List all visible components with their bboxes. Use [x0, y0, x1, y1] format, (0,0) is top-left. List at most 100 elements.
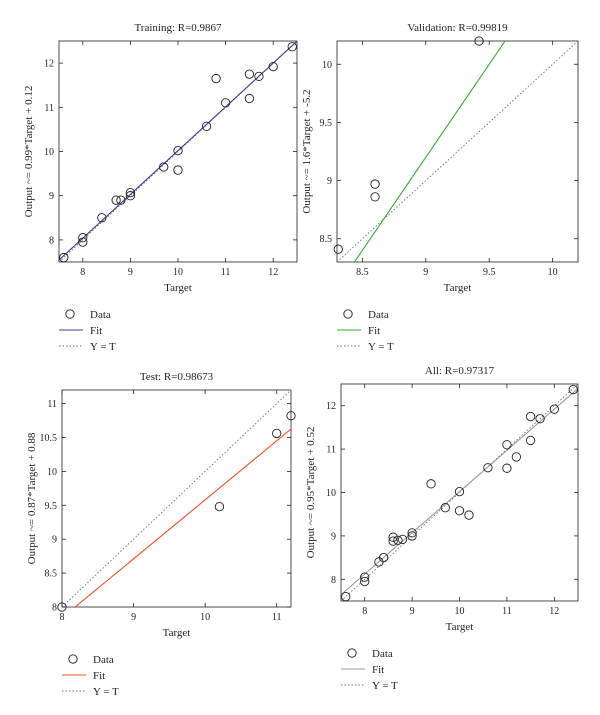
x-tick-label: 8	[60, 612, 65, 623]
chart-title: All: R=0.97317	[425, 365, 495, 377]
chart-title: Validation: R=0.99819	[407, 22, 508, 34]
data-point	[388, 536, 398, 546]
x-tick-label: 12	[268, 267, 278, 278]
plot-area	[61, 389, 292, 608]
x-tick-label: 11	[221, 267, 231, 278]
data-point	[535, 414, 545, 424]
data-point	[549, 404, 559, 414]
y-tick-label: 11	[44, 103, 54, 114]
y-tick-label: 9	[331, 531, 336, 542]
data-point	[341, 592, 351, 602]
x-tick-label: 8	[362, 606, 367, 617]
y-tick-label: 9	[327, 176, 332, 187]
chart-panel-4: All: R=0.97317 8 9 10 11 12 8 9 10 11 12 Target Outp…	[305, 365, 579, 692]
data-point	[511, 452, 522, 462]
x-tick-label: 9	[128, 267, 133, 278]
data-point	[286, 411, 296, 421]
y-tick-label: 8	[52, 603, 57, 614]
data-point	[244, 69, 255, 79]
data-point	[111, 195, 121, 205]
x-tick-label: 10	[455, 606, 465, 617]
data-point	[407, 528, 417, 538]
x-tick-label: 10	[548, 267, 558, 278]
data-point	[173, 165, 183, 175]
data-point	[78, 237, 88, 247]
data-point	[268, 61, 278, 72]
legend-data-marker	[347, 648, 357, 658]
legend: Data Fit Y = T	[337, 309, 394, 353]
y-tick-label: 9.5	[320, 118, 333, 129]
x-tick-label: 10	[173, 267, 183, 278]
x-axis-label: Target	[446, 621, 474, 633]
x-tick-label: 8	[80, 267, 85, 278]
y-tick-label: 10	[322, 60, 332, 71]
x-tick-label: 9	[131, 612, 136, 623]
data-point	[525, 435, 536, 446]
y-tick-label: 10	[326, 488, 336, 499]
legend-fit-label: Fit	[90, 325, 102, 337]
data-point	[370, 192, 380, 202]
data-point	[440, 503, 450, 513]
x-tick-label: 9	[410, 606, 415, 617]
data-point	[287, 42, 297, 52]
chart-title: Test: R=0.98673	[140, 371, 214, 383]
y-axis-label: Output ~= 0.95*Target + 0.52	[305, 427, 317, 559]
x-tick-label: 11	[502, 606, 512, 617]
data-point	[214, 501, 225, 512]
legend: Data Fit Y = T	[341, 648, 398, 692]
y-tick-label: 10	[44, 147, 54, 158]
legend-identity-label: Y = T	[372, 680, 398, 692]
data-point	[254, 71, 264, 82]
data-point	[360, 572, 370, 582]
data-point	[97, 213, 107, 223]
y-tick-label: 9	[49, 191, 54, 202]
data-point	[379, 552, 389, 563]
y-tick-label: 11	[326, 445, 336, 456]
fit-line	[341, 388, 578, 596]
data-point	[201, 121, 212, 131]
identity-line	[341, 384, 578, 601]
data-point	[388, 532, 398, 542]
legend-data-marker	[65, 309, 75, 319]
y-tick-label: 9	[52, 535, 57, 546]
y-tick-label: 9.5	[45, 501, 58, 512]
legend-data-label: Data	[93, 654, 114, 666]
data-point	[173, 145, 183, 156]
legend-identity-label: Y = T	[93, 686, 119, 698]
legend-fit-label: Fit	[368, 325, 380, 337]
data-point	[211, 73, 221, 84]
chart-panel-2: Validation: R=0.99819 8.5 9 9.5 10 8.5 9 9.5 10 T…	[301, 22, 579, 353]
y-axis-label: Output ~= 1.6*Target + -5.2	[301, 89, 313, 213]
legend-data-label: Data	[372, 648, 393, 660]
y-tick-label: 8	[49, 235, 54, 246]
legend-data-label: Data	[90, 309, 111, 321]
data-point	[370, 179, 380, 189]
data-point	[483, 463, 493, 473]
fit-line	[353, 41, 506, 262]
legend-identity-label: Y = T	[90, 341, 116, 353]
fit-line	[59, 41, 297, 261]
y-tick-label: 10.5	[40, 433, 58, 444]
data-point	[397, 534, 408, 545]
data-point	[502, 463, 512, 473]
legend-data-label: Data	[368, 309, 389, 321]
legend-fit-label: Fit	[93, 670, 105, 682]
legend-fit-label: Fit	[372, 664, 384, 676]
x-tick-label: 10	[200, 612, 210, 623]
y-tick-label: 8	[331, 575, 336, 586]
data-point	[116, 195, 126, 205]
data-point	[525, 411, 536, 422]
y-axis-label: Output ~= 0.87*Target + 0.88	[26, 432, 38, 564]
data-point	[125, 191, 136, 201]
x-tick-label: 11	[272, 612, 282, 623]
data-point	[407, 531, 417, 541]
data-point	[464, 510, 474, 520]
data-point	[502, 440, 512, 450]
y-axis-label: Output ~= 0.99*Target + 0.12	[23, 86, 35, 218]
y-tick-label: 12	[326, 401, 336, 412]
plot-area	[336, 40, 579, 263]
data-point	[454, 486, 465, 497]
legend-identity-label: Y = T	[368, 341, 394, 353]
x-axis-label: Target	[444, 282, 472, 294]
